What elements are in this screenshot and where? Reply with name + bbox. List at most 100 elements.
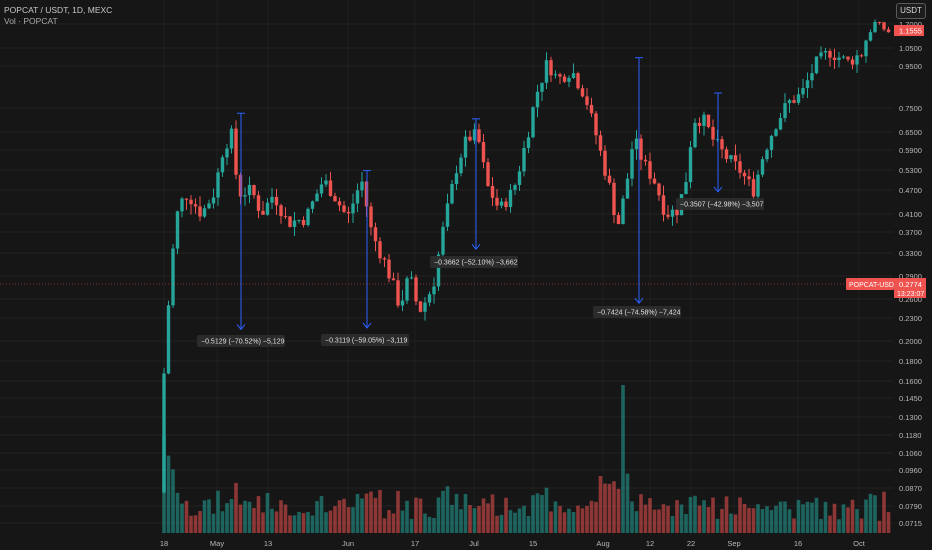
volume-bar [657, 509, 661, 533]
candle-body [301, 220, 306, 226]
candle-body [859, 55, 864, 57]
volume-bar [477, 505, 481, 533]
volume-bar [387, 510, 391, 533]
volume-bar [733, 514, 738, 533]
price-tick-label: 0.1600 [899, 377, 922, 386]
volume-bar [567, 508, 571, 533]
candle-body [688, 147, 693, 183]
volume-bar [531, 495, 535, 533]
volume-bar [625, 473, 630, 533]
volume-bar [652, 509, 657, 533]
volume-bar [189, 515, 193, 533]
volume-bar [778, 501, 783, 533]
volume-bar [634, 511, 639, 533]
measure-label: −0.7424 (−74.58%) −7,424 [597, 310, 681, 317]
candle-body [846, 56, 850, 60]
candle-body [189, 199, 193, 205]
measure-label-box [676, 198, 764, 210]
candle-body [882, 22, 886, 30]
volume-bar [679, 504, 684, 533]
volume-bar [724, 496, 729, 533]
candle-body [346, 211, 351, 214]
candle-body [256, 195, 261, 211]
volume-bar [666, 505, 670, 533]
volume-bar [747, 507, 751, 533]
volume-bar [504, 497, 508, 533]
candle-body [220, 157, 225, 173]
candle-body [234, 128, 238, 175]
volume-bar [859, 518, 864, 533]
candle-body [216, 172, 220, 198]
volume-bar [369, 491, 373, 533]
price-tick-label: 0.1300 [899, 413, 922, 422]
volume-bar [814, 497, 819, 533]
price-tick-label: 0.2900 [899, 272, 922, 281]
measure-label: −0.3507 (−42.98%) −3,507 [680, 202, 764, 209]
candle-body [796, 94, 801, 103]
volume-bar [463, 493, 468, 533]
candle-body [531, 107, 535, 138]
volume-bar [594, 501, 598, 533]
candle-body [805, 80, 810, 89]
candle-body [738, 161, 742, 173]
volume-bar [184, 500, 189, 533]
volume-bar [693, 495, 697, 533]
volume-bar [459, 509, 463, 533]
candle-body [324, 180, 328, 185]
candle-body [526, 137, 531, 148]
volume-bar [684, 514, 688, 533]
candle-body [252, 184, 256, 196]
price-axis: 1.7000 1.0500 0.9500 0.7500 0.6500 0.5900 0.53… [899, 20, 922, 528]
time-tick-label: 16 [794, 539, 802, 548]
candle-body [706, 114, 711, 128]
price-tick-label: 0.3300 [899, 249, 922, 258]
candle-body [625, 178, 630, 199]
volume-bar [324, 512, 328, 533]
candle-body [360, 181, 364, 191]
time-axis: 18 May 13 Jun 17 Jul 15 Aug 12 22 Sep 16 Oct [160, 539, 866, 548]
candle-body [481, 142, 486, 163]
candle-body [333, 195, 337, 202]
price-tick-label: 0.0870 [899, 484, 922, 493]
candle-body [472, 129, 477, 141]
volume-bar [360, 498, 364, 533]
price-tick-label: 0.1450 [899, 394, 922, 403]
volume-bars [162, 385, 891, 533]
volume-bar [868, 493, 873, 533]
price-range-measurements: −0.5129 (−70.52%) −5,129 −0.3119 (−59.05%… [197, 57, 764, 347]
candle-body [769, 135, 774, 150]
candle-body [607, 175, 612, 183]
volume-bar [436, 497, 441, 533]
time-tick-label: Jun [342, 539, 354, 548]
volume-bar [454, 493, 459, 533]
volume-bar [513, 512, 517, 533]
candle-body [823, 51, 828, 53]
price-tick-label: 0.2300 [899, 314, 922, 323]
candle-body [373, 227, 378, 242]
volume-bar [274, 511, 279, 533]
price-tick-label: 0.1800 [899, 357, 922, 366]
candle-body [873, 21, 877, 33]
volume-bar [702, 500, 706, 533]
volume-bar [873, 495, 877, 533]
measure-arrow-head [362, 322, 372, 329]
volume-bar [418, 498, 423, 533]
volume-bar [562, 512, 567, 533]
volume-bar [765, 506, 769, 533]
volume-bar [396, 491, 400, 533]
candle-body [247, 184, 252, 196]
candle-body [832, 57, 837, 61]
volume-bar [544, 487, 549, 533]
candle-body [801, 88, 805, 95]
volume-bar [720, 508, 724, 533]
volume-bar [729, 513, 733, 533]
measure-arrow-head [713, 186, 723, 193]
volume-bar [742, 503, 747, 533]
volume-bar [580, 508, 585, 533]
volume-bar [378, 489, 382, 533]
volume-bar [558, 505, 562, 533]
candle-body [814, 56, 819, 74]
currency-button[interactable]: USDT [896, 3, 926, 19]
candle-body [733, 155, 738, 162]
